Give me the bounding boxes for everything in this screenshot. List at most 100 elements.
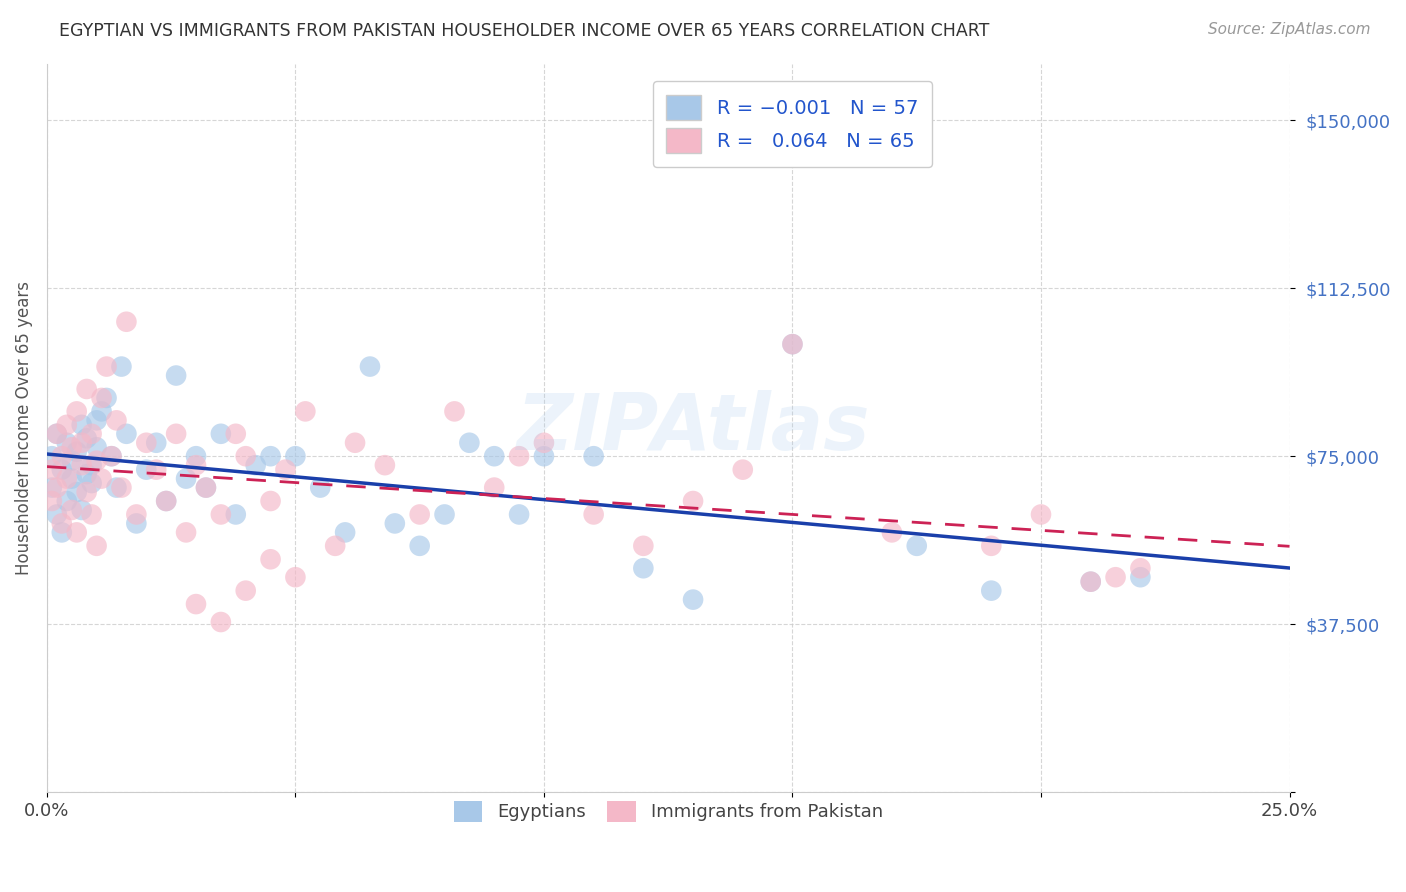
Point: [259, 449, 281, 463]
Point: [90, 472, 112, 486]
Point: [209, 508, 232, 522]
Point: [60, 440, 83, 454]
Point: [433, 508, 456, 522]
Point: [274, 463, 297, 477]
Point: [1104, 570, 1126, 584]
Point: [484, 481, 506, 495]
Point: [125, 508, 148, 522]
Legend: Egyptians, Immigrants from Pakistan: Egyptians, Immigrants from Pakistan: [444, 792, 891, 830]
Point: [284, 570, 307, 584]
Point: [60, 472, 83, 486]
Point: [184, 458, 207, 472]
Point: [45, 426, 67, 441]
Point: [90, 391, 112, 405]
Point: [533, 449, 555, 463]
Point: [458, 435, 481, 450]
Point: [1029, 508, 1052, 522]
Point: [110, 481, 132, 495]
Point: [209, 426, 232, 441]
Point: [633, 539, 655, 553]
Point: [980, 539, 1002, 553]
Point: [259, 494, 281, 508]
Point: [51, 525, 73, 540]
Point: [86, 453, 108, 467]
Point: [105, 481, 128, 495]
Point: [344, 435, 367, 450]
Point: [100, 449, 122, 463]
Point: [41, 449, 63, 463]
Point: [66, 404, 89, 418]
Point: [408, 508, 430, 522]
Point: [80, 508, 103, 522]
Point: [135, 435, 157, 450]
Point: [86, 539, 108, 553]
Point: [66, 485, 89, 500]
Point: [309, 481, 332, 495]
Point: [284, 449, 307, 463]
Point: [145, 463, 167, 477]
Point: [484, 449, 506, 463]
Point: [135, 463, 157, 477]
Point: [443, 404, 465, 418]
Point: [384, 516, 406, 531]
Point: [41, 463, 63, 477]
Point: [323, 539, 346, 553]
Point: [731, 463, 754, 477]
Point: [41, 481, 63, 495]
Text: EGYPTIAN VS IMMIGRANTS FROM PAKISTAN HOUSEHOLDER INCOME OVER 65 YEARS CORRELATIO: EGYPTIAN VS IMMIGRANTS FROM PAKISTAN HOU…: [59, 22, 990, 40]
Point: [66, 525, 89, 540]
Point: [51, 516, 73, 531]
Point: [508, 449, 530, 463]
Point: [374, 458, 396, 472]
Point: [235, 449, 257, 463]
Point: [45, 481, 67, 495]
Point: [1080, 574, 1102, 589]
Point: [682, 494, 704, 508]
Point: [60, 503, 83, 517]
Point: [70, 458, 93, 472]
Point: [115, 426, 138, 441]
Point: [41, 494, 63, 508]
Point: [76, 467, 98, 482]
Point: [96, 359, 118, 374]
Point: [80, 426, 103, 441]
Point: [1129, 570, 1152, 584]
Point: [184, 449, 207, 463]
Point: [66, 444, 89, 458]
Point: [225, 426, 247, 441]
Point: [55, 472, 77, 486]
Point: [96, 391, 118, 405]
Point: [782, 337, 804, 351]
Point: [155, 494, 177, 508]
Point: [245, 458, 267, 472]
Point: [51, 449, 73, 463]
Text: Source: ZipAtlas.com: Source: ZipAtlas.com: [1208, 22, 1371, 37]
Point: [100, 449, 122, 463]
Point: [1129, 561, 1152, 575]
Point: [51, 463, 73, 477]
Point: [633, 561, 655, 575]
Point: [55, 435, 77, 450]
Point: [115, 315, 138, 329]
Point: [235, 583, 257, 598]
Point: [408, 539, 430, 553]
Y-axis label: Householder Income Over 65 years: Householder Income Over 65 years: [15, 281, 32, 575]
Point: [682, 592, 704, 607]
Point: [110, 359, 132, 374]
Point: [45, 508, 67, 522]
Point: [55, 417, 77, 432]
Point: [145, 435, 167, 450]
Point: [209, 615, 232, 629]
Point: [782, 337, 804, 351]
Point: [76, 431, 98, 445]
Point: [80, 458, 103, 472]
Point: [155, 494, 177, 508]
Point: [294, 404, 316, 418]
Point: [174, 525, 197, 540]
Text: ZIPAtlas: ZIPAtlas: [516, 390, 870, 467]
Point: [80, 476, 103, 491]
Point: [125, 516, 148, 531]
Point: [582, 508, 605, 522]
Point: [194, 481, 217, 495]
Point: [45, 426, 67, 441]
